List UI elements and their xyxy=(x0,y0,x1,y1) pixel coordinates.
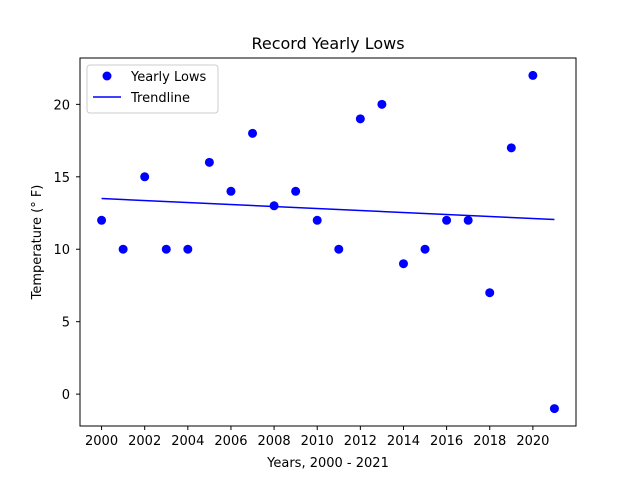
x-tick-label: 2004 xyxy=(171,434,204,449)
x-tick-label: 2006 xyxy=(214,434,247,449)
data-point xyxy=(118,244,128,254)
legend-label-yearly-lows: Yearly Lows xyxy=(130,70,207,85)
data-point xyxy=(97,215,107,225)
x-tick-label: 2000 xyxy=(85,434,118,449)
y-tick-label: 15 xyxy=(53,171,70,186)
trendline-series xyxy=(101,197,555,221)
y-tick-label: 0 xyxy=(62,388,70,403)
x-tick-label: 2002 xyxy=(128,434,161,449)
chart-title: Record Yearly Lows xyxy=(251,34,404,53)
legend-label-trendline: Trendline xyxy=(130,91,190,106)
data-point xyxy=(183,244,193,254)
x-tick-label: 2020 xyxy=(516,434,549,449)
data-point xyxy=(334,244,344,254)
legend-marker-yearly-lows xyxy=(102,71,112,81)
data-point xyxy=(204,157,214,167)
data-point xyxy=(528,70,538,80)
data-point xyxy=(485,288,495,298)
data-point xyxy=(463,215,473,225)
x-axis: 2000 2002 2004 2006 2008 2010 2012 2014 2016 2018… xyxy=(85,426,549,449)
x-axis-label: Years, 2000 - 2021 xyxy=(266,456,389,471)
y-tick-label: 20 xyxy=(53,98,70,113)
data-point xyxy=(140,172,150,182)
y-axis: 0 5 10 15 20 xyxy=(53,98,80,403)
y-tick-label: 10 xyxy=(53,243,70,258)
data-point xyxy=(226,186,236,196)
data-point xyxy=(161,244,171,254)
x-tick-label: 2012 xyxy=(344,434,377,449)
x-tick-label: 2016 xyxy=(430,434,463,449)
yearly-lows-series xyxy=(97,70,559,414)
plot-frame xyxy=(79,57,577,427)
data-point xyxy=(355,114,365,124)
legend-box xyxy=(86,64,219,114)
y-axis-label: Temperature (° F) xyxy=(30,185,45,301)
x-tick-label: 2008 xyxy=(258,434,291,449)
x-tick-label: 2014 xyxy=(387,434,420,449)
data-point xyxy=(248,128,258,138)
data-point xyxy=(420,244,430,254)
x-tick-label: 2018 xyxy=(473,434,506,449)
x-tick-label: 2010 xyxy=(301,434,334,449)
data-point xyxy=(377,99,387,109)
data-point xyxy=(506,143,516,153)
y-tick-label: 5 xyxy=(62,316,70,331)
plot-area xyxy=(97,70,559,414)
data-point xyxy=(549,404,559,414)
data-point xyxy=(291,186,301,196)
data-point xyxy=(312,215,322,225)
data-point xyxy=(442,215,452,225)
trendline xyxy=(101,197,555,221)
legend: Yearly Lows Trendline xyxy=(86,64,219,114)
data-point xyxy=(398,259,408,269)
data-point xyxy=(269,201,279,211)
